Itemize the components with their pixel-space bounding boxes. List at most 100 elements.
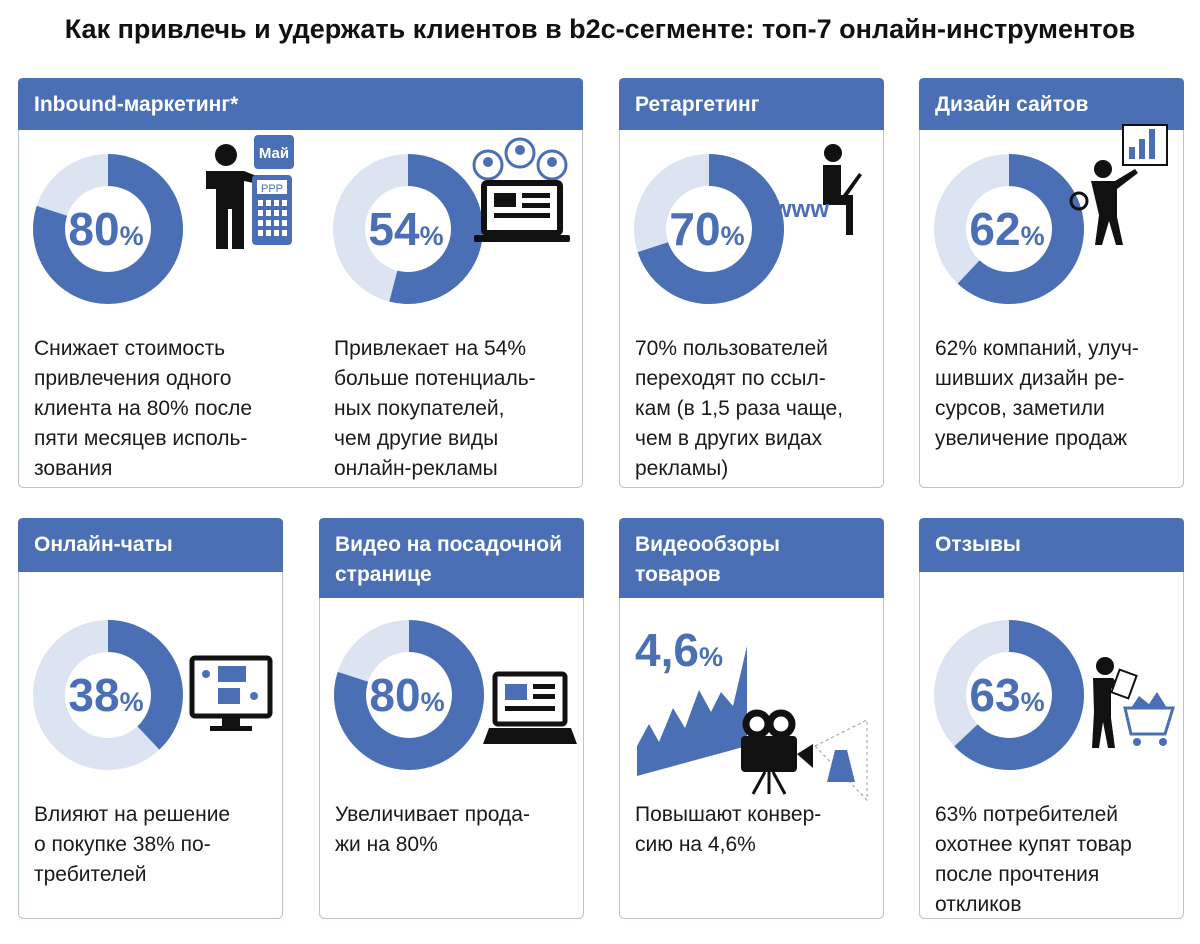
donut-value-label: 38%	[68, 669, 143, 721]
icon-part	[515, 145, 525, 155]
icon-part	[274, 230, 279, 236]
icon-part	[1094, 160, 1112, 178]
description: зования	[34, 457, 112, 480]
card-header	[619, 78, 884, 130]
page-title: Как привлечь и удержать клиентов в b2c-с…	[65, 14, 1135, 44]
icon-part	[483, 157, 493, 167]
description: чем другие виды	[334, 427, 498, 450]
icon-part	[222, 718, 240, 726]
icon-part	[257, 180, 287, 194]
icon-part	[505, 706, 555, 711]
description: после прочтения	[935, 863, 1099, 886]
decorative-area	[637, 646, 747, 776]
card-title: Видео на посадочной	[335, 533, 562, 556]
description: жи на 80%	[335, 833, 438, 856]
description: сурсов, заметили	[935, 397, 1105, 420]
icon-part	[1110, 668, 1138, 700]
icon-part	[494, 213, 550, 218]
description: Снижает стоимость	[34, 337, 225, 360]
icon-part	[494, 193, 516, 207]
icon-part	[258, 200, 263, 206]
icon-part	[1091, 169, 1138, 245]
icon-part	[823, 165, 853, 235]
description: шивших дизайн ре-	[935, 367, 1124, 390]
icon-part	[481, 180, 563, 236]
donut-value-label: 63%	[969, 669, 1044, 721]
donut-segment	[954, 620, 1084, 770]
unit: %	[420, 221, 444, 251]
icon-part	[266, 210, 271, 216]
icon-part	[1139, 139, 1145, 159]
description: Влияют на решение	[34, 803, 230, 826]
card: Видео на посадочной странице 80% Увеличивае…	[319, 518, 584, 919]
description: онлайн-рекламы	[334, 457, 498, 480]
value: 70	[669, 203, 720, 255]
description: откликов	[935, 893, 1022, 916]
description: 70% пользователей	[635, 337, 828, 360]
icon-part	[505, 684, 527, 700]
donut-segment	[108, 620, 184, 750]
icon-part	[189, 655, 273, 719]
donut-value-label: 80%	[369, 669, 444, 721]
icon-part	[218, 666, 246, 682]
icon-part	[274, 210, 279, 216]
card-header	[319, 518, 584, 598]
icon-part	[210, 726, 252, 731]
description: 62% компаний, улуч-	[935, 337, 1139, 360]
donut-segment	[389, 154, 484, 304]
card: Ретаргетинг 70% www 70% пользователей перехо…	[619, 78, 884, 488]
donut-segment	[957, 154, 1085, 304]
donut-value-label: 62%	[969, 203, 1044, 255]
card-header	[919, 78, 1184, 130]
donut-value-label: 54%	[368, 203, 443, 255]
icon-part	[827, 750, 855, 782]
description: сию на 4,6%	[635, 833, 756, 856]
icon-part	[282, 210, 287, 216]
icon-part	[533, 684, 555, 689]
icon-part	[215, 144, 237, 166]
unit: %	[421, 687, 445, 717]
icon-part	[522, 203, 550, 208]
big-value-label: 4,6%	[635, 624, 723, 676]
description: о покупке 38% по-	[34, 833, 211, 856]
value: 38	[68, 669, 119, 721]
value: 63	[969, 669, 1020, 721]
icon-part	[1092, 678, 1123, 748]
description: охотнее купят товар	[935, 833, 1132, 856]
card: Отзывы 63% 63% потребителей охотнее купят т…	[919, 518, 1184, 919]
icon-part	[1131, 692, 1167, 708]
description: кам (в 1,5 раза чаще,	[635, 397, 843, 420]
icon-part	[766, 709, 796, 739]
value: 62	[969, 203, 1020, 255]
card-title: Видеообзоры	[635, 533, 780, 556]
icon-part	[751, 771, 787, 795]
icon-part	[1159, 738, 1167, 746]
value: 80	[68, 203, 119, 255]
icon-part	[274, 220, 279, 226]
card: Дизайн сайтов 62% 62% компаний, улуч-шивши…	[919, 78, 1184, 488]
card-title: Inbound-маркетинг*	[34, 93, 239, 116]
description: привлечения одного	[34, 367, 231, 390]
card-title: Отзывы	[935, 533, 1021, 556]
icon-part	[741, 736, 797, 772]
description: увеличение продаж	[935, 427, 1127, 450]
icon-part	[258, 230, 263, 236]
unit: %	[120, 221, 144, 251]
card-title: Ретаргетинг	[635, 93, 760, 116]
unit: %	[1021, 221, 1045, 251]
icon-label: РРР	[261, 183, 283, 195]
description: чем в других видах	[635, 427, 823, 450]
icon-part	[1129, 147, 1135, 159]
card-header	[919, 518, 1184, 572]
card-title: странице	[335, 563, 432, 586]
icon-part	[522, 193, 550, 198]
description: Привлекает на 54%	[334, 337, 526, 360]
unit: %	[1021, 687, 1045, 717]
icon-part	[206, 171, 264, 249]
icon-part	[202, 670, 210, 678]
card: Онлайн-чаты 38% Влияют на решение о покупке…	[18, 518, 283, 919]
icon-part	[266, 220, 271, 226]
icon-label: Май	[259, 145, 289, 162]
donut-value-label: 80%	[68, 203, 143, 255]
